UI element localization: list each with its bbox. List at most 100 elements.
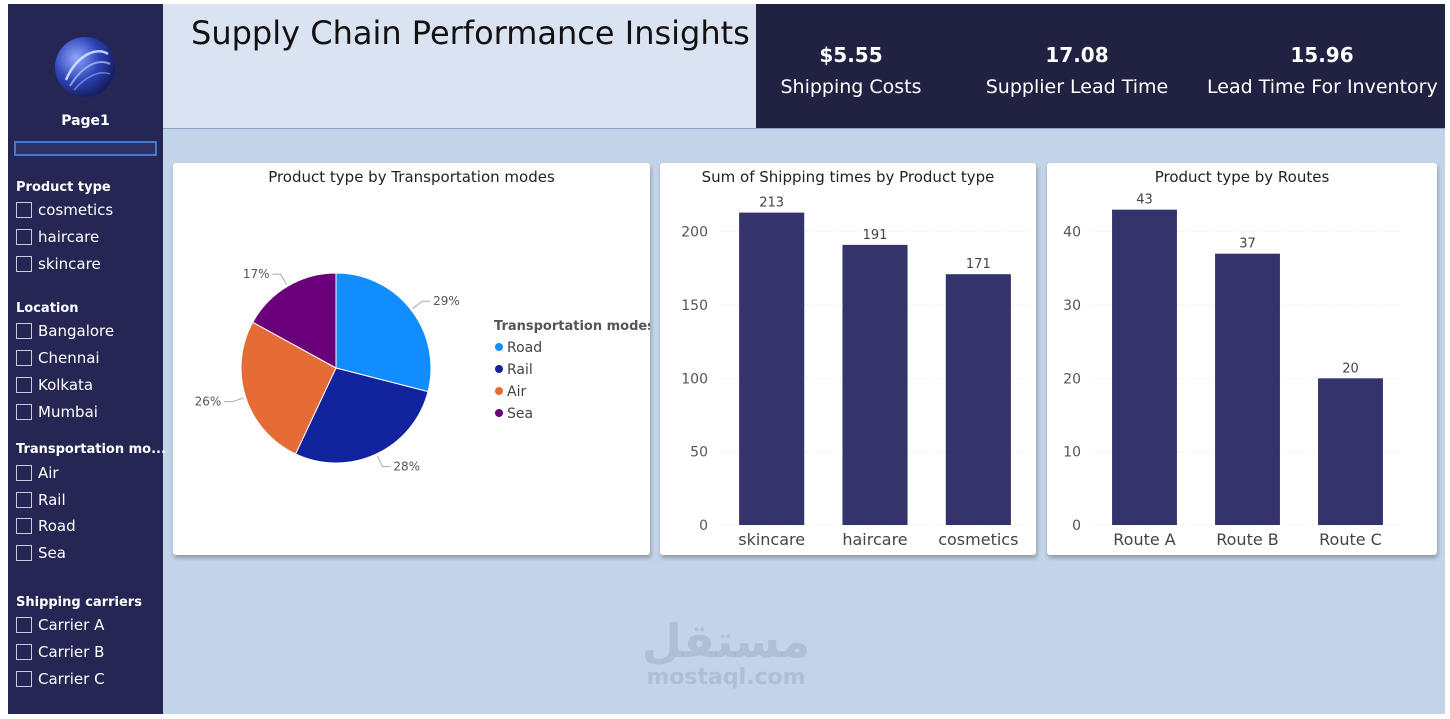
legend-marker-air [495, 387, 503, 395]
filter-title-transportation-modes: Transportation mo... [16, 442, 166, 457]
legend-item-rail[interactable]: Rail [507, 362, 533, 378]
y-tick-label: 150 [681, 298, 708, 314]
chart-title: Product type by Transportation modes [268, 168, 555, 186]
y-tick-label: 200 [681, 225, 708, 241]
watermark-arabic: مستقل [641, 614, 811, 668]
kpi-supplier-lead-time[interactable]: 17.08 Supplier Lead Time [962, 4, 1192, 128]
pie-data-label: 17% [243, 267, 270, 281]
page-label[interactable]: Page1 [61, 113, 110, 129]
report-canvas: Page1 Product type cosmetics haircare sk… [8, 4, 1445, 714]
legend-marker-sea [495, 409, 503, 417]
x-tick-label: cosmetics [938, 530, 1018, 549]
filter-option-chennai[interactable]: Chennai [16, 348, 100, 368]
bar-chart-shipping-times[interactable]: 0 50 100 150 200 213 skincare 191 haircare 171 cos… [660, 163, 1036, 555]
kpi-value: 15.96 [1290, 43, 1354, 67]
filter-option-skincare[interactable]: skincare [16, 254, 101, 274]
page-title: Supply Chain Performance Insights [191, 14, 750, 52]
legend-item-road[interactable]: Road [507, 340, 542, 356]
pie-leader-line [376, 455, 391, 468]
bar-haircare[interactable] [842, 244, 908, 525]
kpi-shipping-costs[interactable]: $5.55 Shipping Costs [736, 4, 966, 128]
x-tick-label: haircare [842, 530, 907, 549]
pie-data-label: 28% [393, 460, 420, 474]
kpi-value: 17.08 [1045, 43, 1109, 67]
filter-sidebar: Page1 Product type cosmetics haircare sk… [8, 4, 166, 714]
checkbox-icon[interactable] [16, 545, 32, 561]
y-tick-label: 10 [1063, 445, 1081, 461]
kpi-label: Lead Time For Inventory [1207, 76, 1438, 98]
pie-chart-card[interactable]: Product type by Transportation modes 29%… [173, 163, 650, 555]
checkbox-icon[interactable] [16, 518, 32, 534]
checkbox-icon[interactable] [16, 256, 32, 272]
filter-option-haircare[interactable]: haircare [16, 227, 99, 247]
slicer-search-box[interactable] [14, 141, 157, 156]
title-band: Supply Chain Performance Insights [163, 4, 756, 128]
chart-title: Sum of Shipping times by Product type [701, 168, 995, 186]
pie-chart[interactable]: 29% 28% 26% 17% Transportation modes Road Rail… [173, 163, 650, 555]
x-tick-label: Route B [1216, 530, 1279, 549]
pie-leader-line [224, 397, 244, 403]
checkbox-icon[interactable] [16, 465, 32, 481]
bar-chart-routes[interactable]: 0 10 20 30 40 43 Route A 37 Route B 20 Route C [1047, 163, 1437, 555]
swirl-globe-logo-icon [55, 37, 115, 97]
y-tick-label: 0 [1072, 518, 1081, 534]
checkbox-icon[interactable] [16, 671, 32, 687]
kpi-label: Supplier Lead Time [985, 76, 1169, 98]
filter-option-road[interactable]: Road [16, 516, 76, 536]
bar-data-label: 171 [966, 257, 991, 272]
y-tick-label: 20 [1063, 371, 1081, 387]
legend-marker-road [495, 343, 503, 351]
checkbox-icon[interactable] [16, 323, 32, 339]
pie-leader-line [412, 300, 431, 309]
bar-route-a[interactable] [1112, 209, 1177, 525]
x-tick-label: skincare [738, 530, 805, 549]
kpi-label: Shipping Costs [780, 76, 922, 98]
legend-marker-rail [495, 365, 503, 373]
checkbox-icon[interactable] [16, 404, 32, 420]
legend-title: Transportation modes [494, 319, 650, 334]
filter-option-bangalore[interactable]: Bangalore [16, 321, 114, 341]
pie-slice-road[interactable] [335, 272, 432, 393]
filter-option-carrier-b[interactable]: Carrier B [16, 642, 104, 662]
filter-option-carrier-c[interactable]: Carrier C [16, 669, 105, 689]
bar-data-label: 213 [759, 196, 784, 211]
pie-slice-rail[interactable] [294, 367, 429, 464]
bar-skincare[interactable] [739, 212, 805, 525]
legend-item-air[interactable]: Air [507, 384, 526, 400]
checkbox-icon[interactable] [16, 617, 32, 633]
filter-option-rail[interactable]: Rail [16, 490, 66, 510]
checkbox-icon[interactable] [16, 229, 32, 245]
checkbox-icon[interactable] [16, 377, 32, 393]
pie-data-label: 26% [195, 395, 222, 409]
filter-option-carrier-a[interactable]: Carrier A [16, 615, 104, 635]
filter-title-shipping-carriers: Shipping carriers [16, 595, 142, 610]
kpi-lead-time-for-inventory[interactable]: 15.96 Lead Time For Inventory [1207, 4, 1438, 128]
y-tick-label: 40 [1063, 225, 1081, 241]
kpi-value: $5.55 [819, 43, 883, 67]
checkbox-icon[interactable] [16, 350, 32, 366]
x-tick-label: Route C [1319, 530, 1382, 549]
checkbox-icon[interactable] [16, 202, 32, 218]
checkbox-icon[interactable] [16, 492, 32, 508]
chart-title: Product type by Routes [1154, 168, 1330, 186]
routes-chart-card[interactable]: Product type by Routes 0 10 20 30 40 43 Route … [1047, 163, 1437, 555]
pie-data-label: 29% [433, 294, 460, 308]
checkbox-icon[interactable] [16, 644, 32, 660]
filter-option-air[interactable]: Air [16, 463, 59, 483]
bar-data-label: 37 [1239, 237, 1256, 252]
header-divider [163, 128, 1445, 129]
bar-cosmetics[interactable] [945, 274, 1011, 525]
pie-slice-sea[interactable] [252, 272, 337, 369]
y-tick-label: 0 [699, 518, 708, 534]
filter-option-kolkata[interactable]: Kolkata [16, 375, 93, 395]
bar-data-label: 20 [1342, 361, 1359, 376]
bar-route-b[interactable] [1215, 253, 1280, 525]
y-tick-label: 100 [681, 371, 708, 387]
y-tick-label: 30 [1063, 298, 1081, 314]
shipping-times-chart-card[interactable]: Sum of Shipping times by Product type 0 5… [660, 163, 1036, 555]
bar-route-c[interactable] [1318, 378, 1383, 525]
filter-option-mumbai[interactable]: Mumbai [16, 402, 98, 422]
filter-option-sea[interactable]: Sea [16, 543, 66, 563]
legend-item-sea[interactable]: Sea [507, 406, 533, 422]
filter-option-cosmetics[interactable]: cosmetics [16, 200, 113, 220]
